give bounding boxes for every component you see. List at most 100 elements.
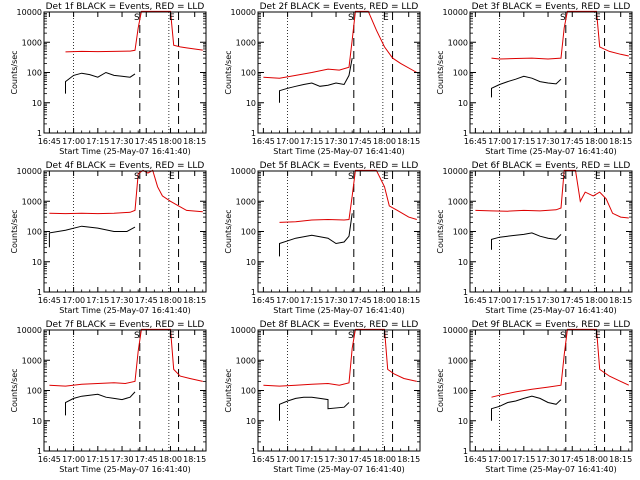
x-tick-label: 18:15 bbox=[397, 137, 420, 146]
marker-label-s: S bbox=[134, 172, 140, 182]
series-line-events bbox=[279, 58, 353, 103]
y-tick-label: 1 bbox=[37, 288, 42, 297]
y-tick-label: 100 bbox=[453, 69, 468, 78]
marker-label-s: S bbox=[348, 331, 354, 341]
plot-frame bbox=[469, 170, 633, 293]
marker-label-e: E bbox=[169, 331, 175, 341]
y-tick-label: 10 bbox=[246, 99, 256, 108]
x-tick-label: 17:15 bbox=[512, 455, 535, 464]
marker-label-e: E bbox=[595, 331, 601, 341]
marker-label-e: E bbox=[383, 13, 389, 23]
marker-label-e: E bbox=[383, 172, 389, 182]
x-tick-label: 18:15 bbox=[609, 455, 632, 464]
x-tick-label: 17:30 bbox=[325, 296, 348, 305]
series-line-events bbox=[279, 213, 353, 257]
marker-label-s: S bbox=[134, 13, 140, 23]
x-tick-label: 18:00 bbox=[159, 137, 182, 146]
x-tick-label: 17:15 bbox=[512, 296, 535, 305]
x-tick-label: 16:45 bbox=[464, 296, 487, 305]
x-tick-label: 17:30 bbox=[111, 455, 134, 464]
y-axis-label: Counts/sec bbox=[436, 50, 445, 94]
y-tick-label: 10 bbox=[32, 417, 42, 426]
series-line-events bbox=[491, 395, 562, 421]
y-tick-label: 1 bbox=[463, 288, 468, 297]
y-tick-label: 10 bbox=[32, 258, 42, 267]
x-tick-label: 16:45 bbox=[38, 455, 61, 464]
y-tick-label: 1 bbox=[37, 447, 42, 456]
y-tick-label: 10000 bbox=[231, 8, 256, 17]
series-line-lld bbox=[49, 169, 203, 215]
x-tick-label: 18:00 bbox=[159, 296, 182, 305]
marker-label-s: S bbox=[560, 13, 566, 23]
y-tick-label: 1000 bbox=[448, 38, 468, 47]
y-tick-label: 10000 bbox=[443, 167, 468, 176]
x-tick-label: 17:00 bbox=[276, 296, 299, 305]
y-axis-label: Counts/sec bbox=[224, 209, 233, 253]
marker-label-e: E bbox=[595, 172, 601, 182]
series-line-lld bbox=[263, 328, 417, 387]
series-line-events bbox=[48, 225, 136, 248]
y-tick-label: 100 bbox=[27, 387, 42, 396]
x-tick-label: 17:30 bbox=[325, 455, 348, 464]
y-tick-label: 10 bbox=[246, 258, 256, 267]
marker-label-s: S bbox=[134, 331, 140, 341]
x-tick-label: 17:00 bbox=[62, 137, 85, 146]
y-axis-label: Counts/sec bbox=[436, 209, 445, 253]
series-line-lld bbox=[279, 169, 417, 223]
series-line-lld bbox=[263, 10, 418, 79]
x-tick-label: 18:00 bbox=[585, 296, 608, 305]
y-axis-label: Counts/sec bbox=[436, 368, 445, 412]
plot-frame bbox=[43, 11, 207, 134]
x-tick-label: 17:00 bbox=[276, 137, 299, 146]
x-tick-label: 18:15 bbox=[183, 455, 206, 464]
panel-title: Det 6f BLACK = Events, RED = LLD bbox=[472, 161, 631, 171]
panel-title: Det 7f BLACK = Events, RED = LLD bbox=[46, 320, 205, 330]
x-tick-label: 17:15 bbox=[512, 137, 535, 146]
y-tick-label: 1 bbox=[37, 129, 42, 138]
x-tick-label: 18:00 bbox=[373, 137, 396, 146]
y-tick-label: 10 bbox=[32, 99, 42, 108]
marker-label-s: S bbox=[348, 13, 354, 23]
y-tick-label: 100 bbox=[453, 387, 468, 396]
series-line-lld bbox=[491, 328, 630, 398]
y-axis-label: Counts/sec bbox=[10, 368, 19, 412]
y-tick-label: 1 bbox=[251, 447, 256, 456]
y-tick-label: 1000 bbox=[236, 197, 256, 206]
series-line-lld bbox=[491, 10, 629, 60]
x-tick-label: 17:45 bbox=[135, 296, 158, 305]
x-tick-label: 17:30 bbox=[537, 455, 560, 464]
x-tick-label: 17:00 bbox=[488, 296, 511, 305]
y-tick-label: 100 bbox=[27, 69, 42, 78]
plot-frame bbox=[257, 11, 421, 134]
panel-title: Det 4f BLACK = Events, RED = LLD bbox=[46, 161, 205, 171]
marker-label-s: S bbox=[560, 172, 566, 182]
marker-label-s: S bbox=[348, 172, 354, 182]
x-tick-label: 18:15 bbox=[609, 137, 632, 146]
series-line-lld bbox=[475, 169, 629, 219]
x-tick-label: 17:45 bbox=[349, 296, 372, 305]
panel-title: Det 1f BLACK = Events, RED = LLD bbox=[46, 2, 205, 12]
y-tick-label: 1000 bbox=[236, 38, 256, 47]
x-tick-label: 18:00 bbox=[373, 296, 396, 305]
y-tick-label: 1000 bbox=[448, 356, 468, 365]
plot-frame bbox=[469, 329, 633, 452]
x-tick-label: 17:15 bbox=[300, 137, 323, 146]
y-tick-label: 1000 bbox=[448, 197, 468, 206]
y-tick-label: 10000 bbox=[231, 167, 256, 176]
x-tick-label: 18:15 bbox=[183, 296, 206, 305]
x-tick-label: 17:45 bbox=[135, 137, 158, 146]
series-line-events bbox=[279, 396, 350, 421]
x-tick-label: 17:45 bbox=[561, 455, 584, 464]
series-line-events bbox=[491, 75, 562, 98]
x-tick-label: 18:15 bbox=[397, 455, 420, 464]
x-axis-label: Start Time (25-May-07 16:41:40) bbox=[273, 465, 404, 474]
x-tick-label: 17:00 bbox=[62, 296, 85, 305]
y-axis-label: Counts/sec bbox=[10, 209, 19, 253]
plot-frame bbox=[469, 11, 633, 134]
x-tick-label: 18:00 bbox=[373, 455, 396, 464]
x-tick-label: 16:45 bbox=[464, 137, 487, 146]
y-tick-label: 1000 bbox=[22, 356, 42, 365]
